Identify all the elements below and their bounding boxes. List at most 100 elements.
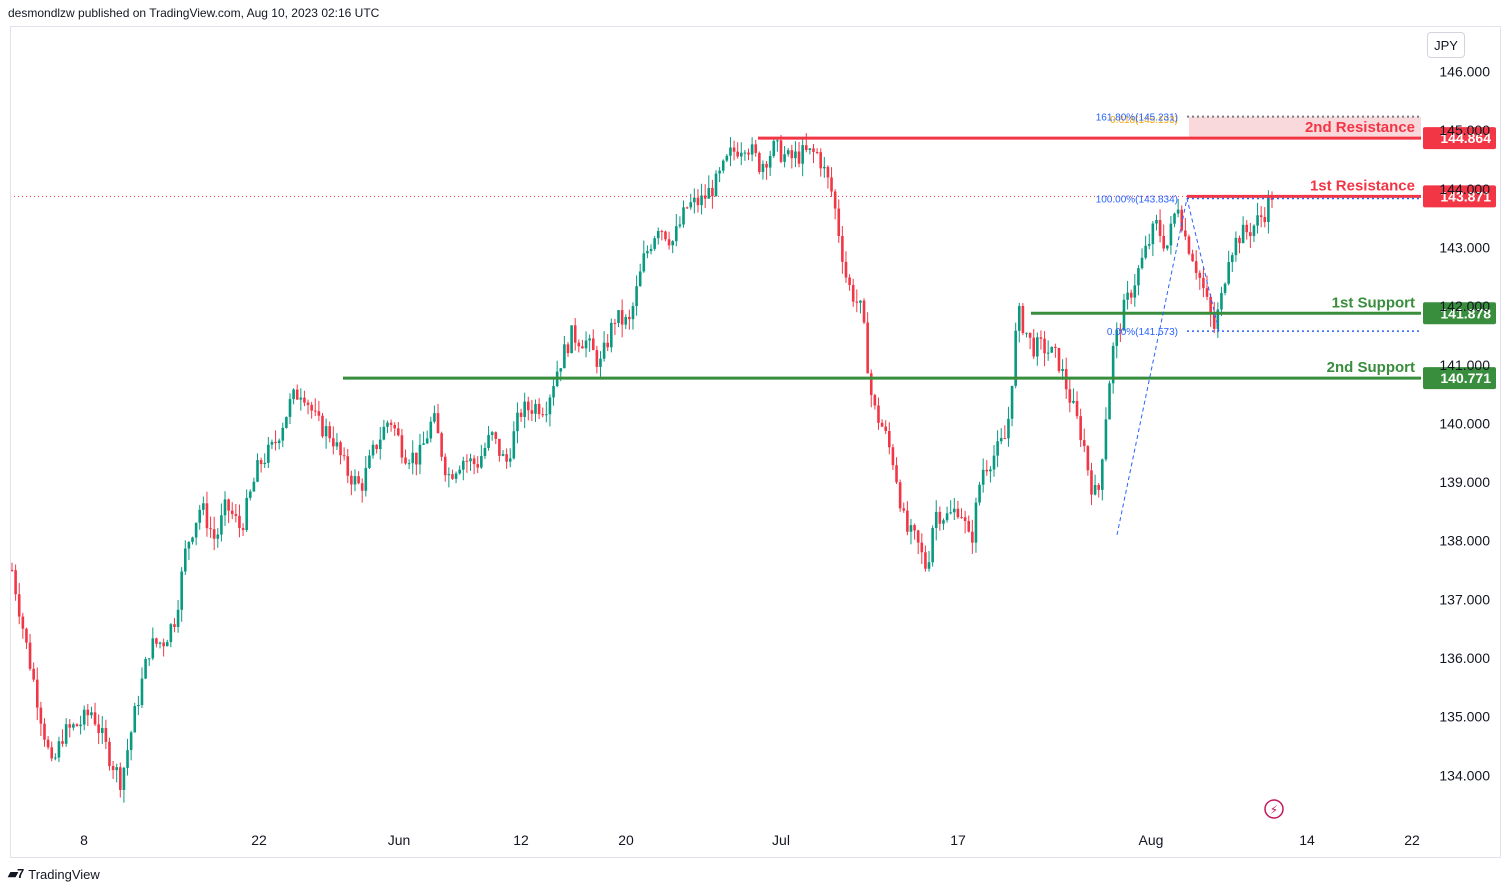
- candle-body: [400, 435, 404, 458]
- candle-body: [245, 497, 248, 531]
- candle-body: [209, 528, 212, 530]
- candle-body: [93, 712, 97, 725]
- candle-body: [985, 469, 989, 472]
- candle-body: [674, 226, 678, 242]
- candle-body: [888, 430, 891, 448]
- candle-body: [371, 444, 375, 456]
- candle-body: [1169, 223, 1173, 246]
- price-tag: [1423, 127, 1496, 150]
- candle-body: [1101, 459, 1104, 490]
- candle-body: [335, 442, 339, 447]
- candle-body: [212, 529, 216, 539]
- candle-body: [310, 404, 313, 411]
- candle-body: [119, 767, 122, 790]
- x-tick-label: 22: [251, 832, 267, 848]
- candle-body: [927, 562, 931, 569]
- currency-selector[interactable]: JPY: [1427, 32, 1465, 58]
- candle-body: [368, 455, 371, 468]
- price-tag: [1423, 185, 1496, 208]
- candle-body: [277, 440, 281, 444]
- candle-body: [855, 301, 859, 303]
- candle-body: [869, 373, 873, 396]
- candle-body: [851, 285, 855, 302]
- x-tick-label: Aug: [1139, 832, 1164, 848]
- candle-body: [934, 511, 938, 528]
- candle-body: [880, 422, 884, 427]
- candle-body: [707, 187, 711, 199]
- candle-body: [620, 310, 624, 325]
- candle-body: [996, 441, 999, 456]
- candle-body: [667, 239, 671, 246]
- candle-body: [267, 444, 270, 463]
- candle-body: [718, 170, 721, 174]
- level-label: 1st Resistance: [1310, 177, 1415, 194]
- candle-body: [1119, 329, 1122, 331]
- candle-body: [252, 481, 256, 492]
- candle-body: [913, 525, 916, 531]
- candle-body: [1090, 470, 1093, 495]
- candle-body: [469, 458, 472, 462]
- candle-body: [1212, 314, 1216, 329]
- candle-body: [1209, 296, 1212, 315]
- candle-body: [682, 207, 685, 225]
- candle-body: [1036, 337, 1039, 357]
- publisher-caption: desmondlzw published on TradingView.com,…: [8, 6, 380, 20]
- candle-body: [25, 628, 28, 643]
- candle-body: [671, 241, 674, 246]
- price-tag: [1423, 367, 1496, 390]
- candle-body: [989, 469, 992, 472]
- candle-body: [1191, 253, 1194, 262]
- candle-body: [729, 147, 732, 156]
- candle-body: [801, 145, 804, 164]
- candle-body: [386, 422, 389, 427]
- candle-body: [563, 344, 566, 369]
- candle-body: [999, 438, 1003, 442]
- candle-body: [924, 552, 927, 569]
- candle-body: [631, 306, 635, 320]
- candle-body: [776, 140, 779, 142]
- brand-name: TradingView: [28, 866, 100, 882]
- candle-body: [75, 724, 79, 727]
- candle-body: [573, 325, 577, 343]
- candle-body: [971, 531, 974, 543]
- candle-body: [826, 166, 830, 178]
- candle-body: [714, 173, 718, 197]
- candle-body: [898, 482, 902, 509]
- y-tick-label: 143.000: [1439, 239, 1490, 255]
- candle-body: [1140, 257, 1144, 269]
- candle-body: [508, 458, 512, 462]
- candle-body: [895, 465, 898, 483]
- level-label: 2nd Resistance: [1305, 119, 1415, 136]
- candle-body: [866, 322, 869, 374]
- candle-body: [703, 195, 707, 199]
- candle-body: [891, 447, 895, 466]
- candle-body: [649, 248, 653, 252]
- candle-body: [938, 511, 942, 524]
- candle-body: [642, 253, 646, 272]
- candle-body: [721, 160, 725, 171]
- candle-body: [1220, 292, 1223, 310]
- candle-body: [472, 458, 476, 465]
- candle-body: [505, 454, 508, 462]
- candle-body: [14, 570, 17, 595]
- candle-body: [602, 342, 606, 359]
- candle-body: [617, 310, 620, 324]
- candle-body: [205, 503, 209, 529]
- x-tick-label: 20: [618, 832, 634, 848]
- candle-body: [931, 527, 934, 563]
- candle-body: [194, 522, 198, 538]
- fib-swing-line: [1116, 198, 1220, 535]
- candle-body: [534, 403, 537, 414]
- candle-body: [169, 624, 173, 642]
- candle-body: [761, 163, 765, 172]
- candle-body: [646, 251, 649, 254]
- candle-body: [963, 517, 967, 522]
- candle-body: [461, 460, 465, 470]
- candle-body: [353, 476, 357, 485]
- candle-body: [1028, 332, 1032, 338]
- candle-body: [1234, 237, 1238, 256]
- candle-body: [1057, 347, 1061, 371]
- candle-body: [945, 513, 949, 521]
- candle-body: [526, 401, 530, 411]
